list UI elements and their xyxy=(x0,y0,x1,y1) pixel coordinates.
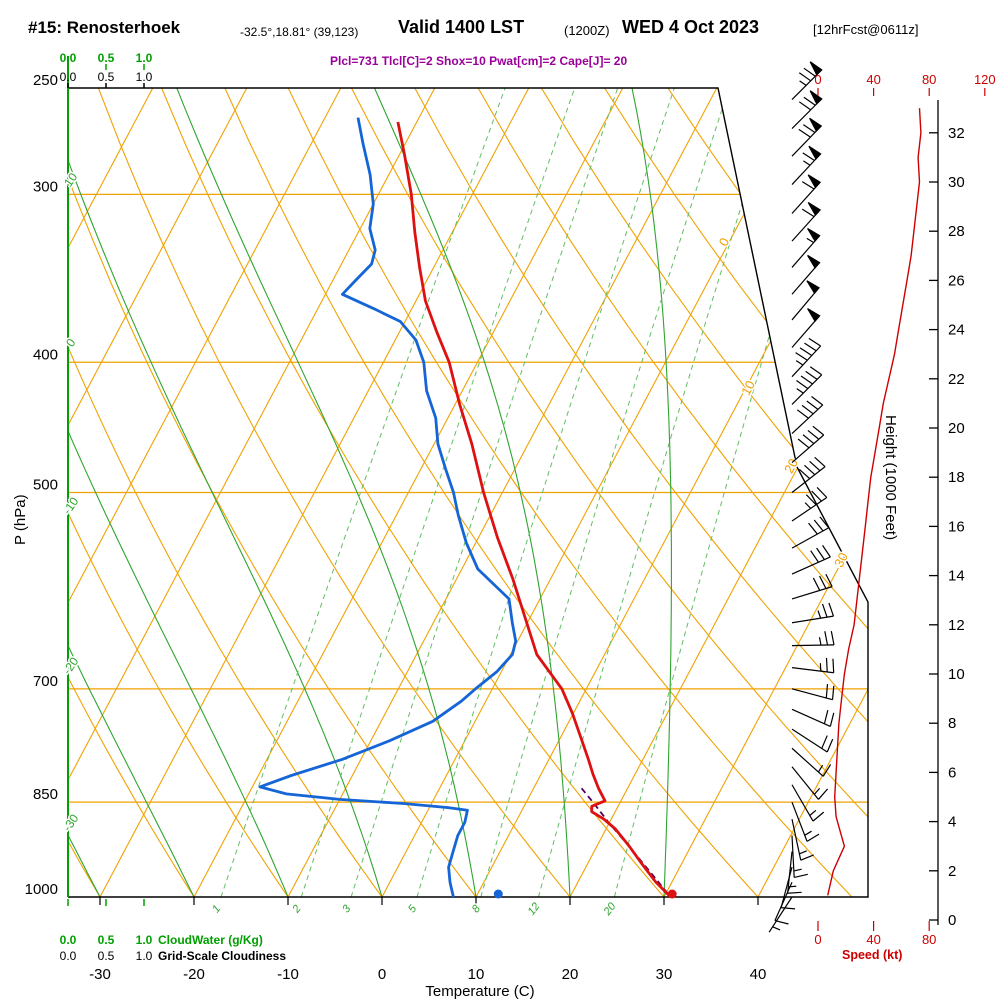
svg-text:6: 6 xyxy=(948,764,956,781)
pressure-axis-label: P (hPa) xyxy=(12,494,29,545)
cloudiness-axis-label: Grid-Scale Cloudiness xyxy=(158,949,287,963)
svg-text:300: 300 xyxy=(33,178,58,195)
svg-text:32: 32 xyxy=(948,125,965,142)
temperature-tick-labels: -30 -20 -10 0 10 20 30 40 xyxy=(89,897,766,983)
svg-text:8: 8 xyxy=(948,715,956,732)
mixing-ratio-lines xyxy=(220,88,844,897)
svg-text:30: 30 xyxy=(948,174,965,191)
svg-text:-10: -10 xyxy=(60,494,82,517)
svg-text:10: 10 xyxy=(468,966,485,983)
svg-text:12: 12 xyxy=(948,617,965,634)
svg-text:400: 400 xyxy=(33,346,58,363)
svg-text:3: 3 xyxy=(340,902,354,915)
svg-text:12: 12 xyxy=(526,901,543,918)
svg-text:-30: -30 xyxy=(60,811,82,834)
wind-speed-curve xyxy=(827,108,922,896)
surface-temp-marker xyxy=(667,889,677,899)
svg-text:10: 10 xyxy=(738,378,758,398)
temperature-axis-label: Temperature (C) xyxy=(425,983,535,1000)
svg-text:26: 26 xyxy=(948,272,965,289)
svg-text:-10: -10 xyxy=(277,966,299,983)
svg-text:0: 0 xyxy=(378,966,386,983)
svg-text:18: 18 xyxy=(948,469,965,486)
svg-text:250: 250 xyxy=(33,72,58,89)
svg-text:850: 850 xyxy=(33,786,58,803)
svg-text:80: 80 xyxy=(922,72,936,87)
svg-text:0.0: 0.0 xyxy=(60,51,77,65)
svg-text:40: 40 xyxy=(866,72,880,87)
zulu-time: (1200Z) xyxy=(564,23,610,38)
svg-text:500: 500 xyxy=(33,477,58,494)
svg-text:20: 20 xyxy=(781,456,801,476)
svg-text:1000: 1000 xyxy=(25,881,58,898)
svg-text:0: 0 xyxy=(948,912,956,929)
svg-text:-20: -20 xyxy=(60,654,82,677)
svg-text:2: 2 xyxy=(948,863,956,880)
temperature-curve xyxy=(396,121,672,898)
profile-curves xyxy=(258,117,677,899)
svg-text:1.0: 1.0 xyxy=(136,933,153,947)
svg-text:14: 14 xyxy=(948,568,965,585)
svg-text:0: 0 xyxy=(716,235,733,248)
svg-text:40: 40 xyxy=(866,932,880,947)
svg-text:0.5: 0.5 xyxy=(98,70,115,84)
svg-text:700: 700 xyxy=(33,673,58,690)
station-coordinates: -32.5°,18.81° (39,123) xyxy=(240,25,359,39)
svg-text:8: 8 xyxy=(470,902,484,915)
svg-text:0.5: 0.5 xyxy=(98,933,115,947)
svg-text:120: 120 xyxy=(974,72,996,87)
pressure-tick-labels: 250 300 400 500 700 850 1000 xyxy=(25,72,58,898)
svg-text:4: 4 xyxy=(948,814,956,831)
svg-text:20: 20 xyxy=(948,420,965,437)
svg-text:20: 20 xyxy=(562,966,579,983)
svg-text:20: 20 xyxy=(601,900,619,919)
valid-date: WED 4 Oct 2023 xyxy=(622,17,760,37)
svg-text:40: 40 xyxy=(750,966,767,983)
svg-text:-20: -20 xyxy=(183,966,205,983)
svg-text:22: 22 xyxy=(948,371,965,388)
valid-time: Valid 1400 LST xyxy=(398,17,525,37)
svg-text:2: 2 xyxy=(290,903,304,916)
svg-text:0: 0 xyxy=(814,932,821,947)
forecast-tag: [12hrFcst@0611z] xyxy=(813,22,919,37)
svg-text:5: 5 xyxy=(406,902,420,915)
moist-adiabat-lines xyxy=(68,88,672,897)
station-title: #15: Renosterhoek xyxy=(28,18,181,37)
svg-text:-30: -30 xyxy=(89,966,111,983)
cloud-scales: 0.0 0.5 1.0 0.0 0.5 1.0 0.0 0.5 1.0 0.0 0.5 1.0 xyxy=(60,51,153,963)
svg-text:0.0: 0.0 xyxy=(60,949,77,963)
svg-text:1.0: 1.0 xyxy=(136,70,153,84)
svg-text:0.0: 0.0 xyxy=(60,933,77,947)
svg-text:0: 0 xyxy=(814,72,821,87)
dewpoint-curve xyxy=(258,117,518,898)
svg-text:16: 16 xyxy=(948,518,965,535)
sounding-parameters: Plcl=731 Tlcl[C]=2 Shox=10 Pwat[cm]=2 Ca… xyxy=(330,54,628,68)
svg-text:0.5: 0.5 xyxy=(98,949,115,963)
skewt-grid xyxy=(68,88,868,897)
svg-text:80: 80 xyxy=(922,932,936,947)
surface-dewpoint-marker xyxy=(493,889,503,899)
plot-frame xyxy=(67,56,869,898)
svg-text:0: 0 xyxy=(63,336,78,350)
height-axis-label: Height (1000 Feet) xyxy=(882,415,899,541)
wind-barbs xyxy=(768,61,835,933)
svg-text:30: 30 xyxy=(831,550,851,570)
svg-text:1.0: 1.0 xyxy=(136,949,153,963)
svg-text:10: 10 xyxy=(948,666,965,683)
svg-text:28: 28 xyxy=(948,223,965,240)
svg-text:0.5: 0.5 xyxy=(98,51,115,65)
svg-text:1: 1 xyxy=(210,903,223,915)
svg-text:1.0: 1.0 xyxy=(136,51,153,65)
svg-text:30: 30 xyxy=(656,966,673,983)
svg-text:24: 24 xyxy=(948,322,965,339)
cloudwater-axis-label: CloudWater (g/Kg) xyxy=(158,933,263,947)
isobar-lines xyxy=(68,193,868,803)
speed-axis-label: Speed (kt) xyxy=(842,948,903,962)
svg-text:0.0: 0.0 xyxy=(60,70,77,84)
